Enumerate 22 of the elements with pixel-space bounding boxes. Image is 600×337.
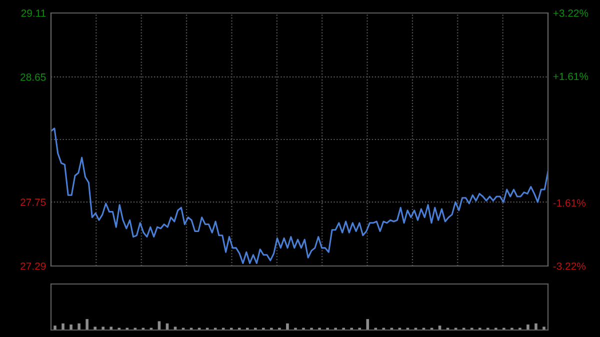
bar: [102, 326, 105, 330]
bar: [542, 326, 546, 330]
bar: [78, 323, 80, 330]
y-tick-label: 28.65: [20, 73, 46, 81]
y-tick-label: 27.75: [20, 198, 46, 206]
bar: [366, 319, 370, 330]
y2-tick-label: -1.61%: [553, 199, 586, 207]
y-tick-label: 27.29: [20, 262, 46, 270]
bar: [94, 326, 96, 330]
bar: [86, 319, 88, 330]
bar: [62, 323, 64, 330]
bar: [70, 324, 72, 330]
bar: [286, 323, 289, 330]
y-tick-label: 29.11: [21, 10, 46, 17]
bar: [534, 323, 538, 330]
bar: [110, 326, 113, 330]
line-series: [51, 128, 548, 264]
y2-tick-label: -3.22%: [553, 262, 586, 270]
y2-tick-label: +3.22%: [553, 10, 588, 17]
bar: [54, 326, 56, 330]
y2-tick-label: +1.61%: [553, 72, 588, 80]
bar: [526, 324, 530, 330]
